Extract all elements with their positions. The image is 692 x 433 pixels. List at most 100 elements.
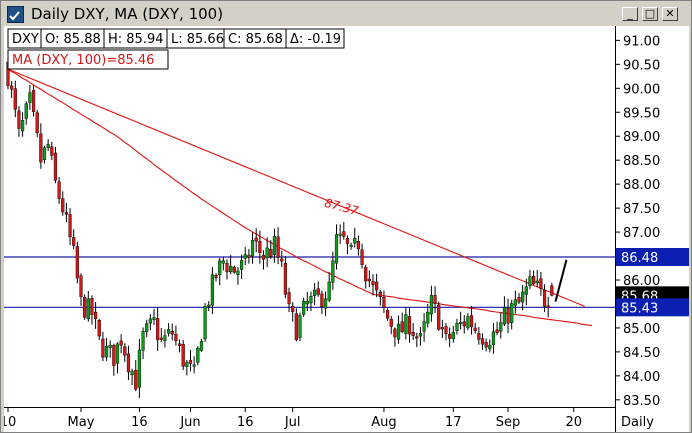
ohlc-info-box: DXY O: 85.88 H: 85.94 L: 85.66 C: 85.68 … bbox=[7, 28, 345, 49]
candle-body bbox=[517, 297, 521, 303]
close-button[interactable]: ✕ bbox=[662, 7, 678, 21]
candle-body bbox=[152, 317, 156, 320]
axis-ticks: 91.00 90.50 90.00 89.50 89.00 88.50 88.00 87.50… bbox=[4, 34, 660, 430]
candle-body bbox=[239, 260, 244, 270]
candle-body bbox=[185, 362, 189, 367]
candle-body bbox=[272, 236, 277, 255]
candle-body bbox=[115, 343, 120, 364]
candle-body bbox=[13, 88, 17, 110]
candle-body bbox=[243, 254, 247, 259]
x-tick-label: Aug bbox=[371, 415, 396, 430]
candle-body bbox=[108, 344, 112, 348]
candle-body bbox=[126, 353, 131, 373]
candle-body bbox=[21, 120, 25, 132]
maximize-button[interactable]: □ bbox=[642, 7, 658, 21]
info-low: L: 85.66 bbox=[171, 32, 224, 47]
candle-body bbox=[145, 323, 149, 332]
candle-body bbox=[93, 311, 98, 320]
candle-body bbox=[181, 344, 185, 367]
candles bbox=[6, 57, 554, 398]
candle-body bbox=[218, 260, 222, 275]
x-tick-label: 17 bbox=[445, 415, 462, 430]
candle-body bbox=[367, 278, 371, 282]
candle-body bbox=[356, 240, 360, 250]
candle-body bbox=[196, 347, 200, 363]
candle-body bbox=[499, 322, 503, 332]
candle-body bbox=[382, 297, 386, 308]
candle-body bbox=[101, 338, 105, 358]
candle-body bbox=[61, 198, 65, 213]
candle-body bbox=[17, 110, 21, 129]
candle-body bbox=[210, 274, 214, 306]
y-tick-label: 87.50 bbox=[623, 202, 660, 217]
candle-body bbox=[199, 341, 204, 351]
x-tick-label: Jun bbox=[179, 415, 200, 430]
candle-body bbox=[345, 238, 350, 244]
projection-line bbox=[554, 259, 568, 302]
info-close: C: 85.68 bbox=[228, 32, 283, 47]
candle-body bbox=[334, 234, 339, 264]
candle-body bbox=[426, 311, 430, 324]
x-tick-label: May bbox=[68, 415, 95, 430]
candle-body bbox=[542, 289, 547, 307]
candle-body bbox=[418, 332, 423, 337]
candle-body bbox=[97, 320, 101, 337]
title-bar[interactable]: Daily DXY, MA (DXY, 100) _ □ ✕ bbox=[2, 2, 690, 26]
candle-body bbox=[488, 344, 492, 350]
candle-body bbox=[353, 238, 357, 244]
candle-body bbox=[214, 275, 218, 278]
candle-body bbox=[72, 237, 76, 246]
candle-body bbox=[112, 344, 116, 366]
x-tick-label: 20 bbox=[565, 415, 582, 430]
candle-body bbox=[42, 147, 47, 160]
candle-body bbox=[437, 304, 441, 330]
period-label: Daily bbox=[621, 415, 654, 430]
candle-body bbox=[535, 280, 539, 284]
y-tick-label: 86.00 bbox=[623, 274, 660, 289]
info-symbol: DXY bbox=[12, 32, 39, 47]
candle-body bbox=[451, 332, 455, 340]
candle-body bbox=[236, 270, 240, 275]
candle-body bbox=[166, 329, 171, 334]
candle-body bbox=[513, 299, 517, 306]
price-chart[interactable]: 91.00 90.50 90.00 89.50 89.00 88.50 88.00 87.50… bbox=[4, 26, 689, 432]
candle-body bbox=[378, 291, 382, 297]
candle-body bbox=[360, 249, 364, 265]
candle-body bbox=[338, 233, 342, 236]
candle-body bbox=[524, 286, 528, 295]
x-tick-label: 16 bbox=[237, 415, 254, 430]
y-tick-label: 87.00 bbox=[623, 226, 660, 241]
info-high: H: 85.94 bbox=[108, 32, 164, 47]
candle-body bbox=[276, 236, 280, 258]
candle-body bbox=[539, 278, 543, 289]
candle-body bbox=[159, 337, 163, 340]
candle-body bbox=[134, 369, 138, 390]
level-price-box bbox=[616, 298, 689, 317]
candle-body bbox=[177, 343, 182, 346]
candle-body bbox=[269, 249, 273, 257]
candle-body bbox=[250, 240, 255, 257]
y-tick-label: 90.50 bbox=[623, 58, 660, 73]
candle-body bbox=[459, 321, 463, 324]
candle-body bbox=[469, 315, 474, 328]
y-tick-label: 88.00 bbox=[623, 178, 660, 193]
candle-body bbox=[429, 295, 433, 315]
candle-body bbox=[309, 296, 313, 304]
candle-body bbox=[294, 313, 298, 341]
candle-body bbox=[24, 103, 28, 119]
candle-body bbox=[302, 300, 306, 315]
candle-body bbox=[521, 291, 525, 303]
minimize-button[interactable]: _ bbox=[622, 7, 638, 21]
chart-area[interactable]: 91.00 90.50 90.00 89.50 89.00 88.50 88.00 87.50… bbox=[4, 26, 689, 432]
candle-body bbox=[188, 359, 193, 364]
candle-body bbox=[440, 327, 444, 330]
candle-body bbox=[393, 328, 397, 338]
candle-body bbox=[261, 254, 266, 260]
candle-body bbox=[528, 276, 532, 286]
candle-body bbox=[495, 329, 499, 333]
candle-body bbox=[247, 254, 251, 258]
candle-body bbox=[86, 298, 90, 320]
candle-body bbox=[28, 92, 32, 103]
x-tick-label: Jul bbox=[284, 415, 301, 430]
